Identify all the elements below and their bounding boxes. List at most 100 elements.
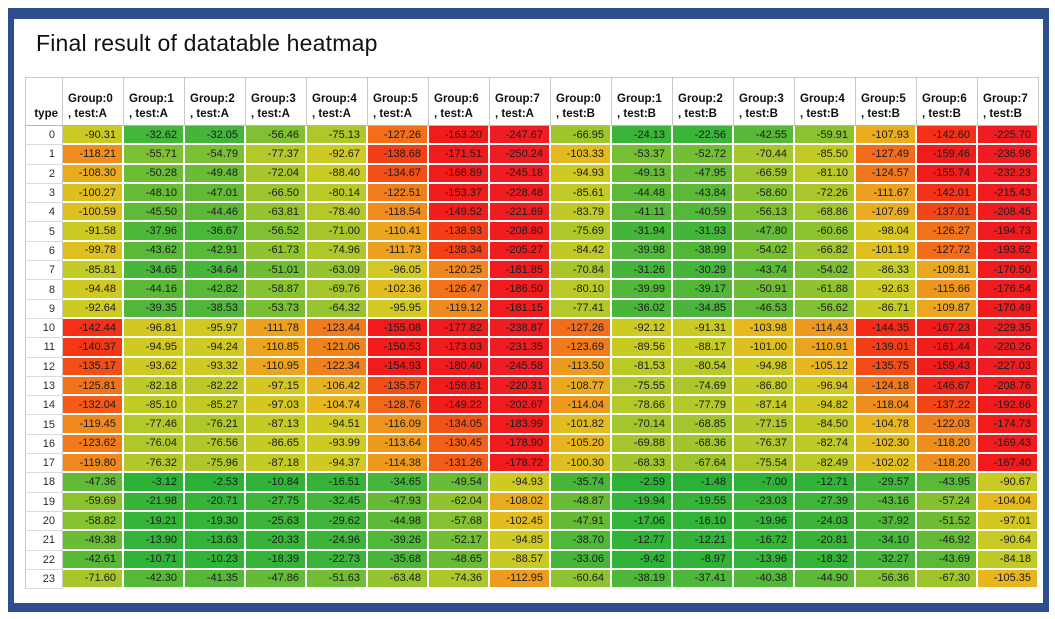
heatmap-cell: -47.01 <box>185 183 246 204</box>
heatmap-cell: -76.21 <box>185 415 246 435</box>
heatmap-cell: -127.26 <box>368 126 429 146</box>
heatmap-cell: -124.57 <box>856 164 917 184</box>
heatmap-cell: -163.20 <box>429 126 490 146</box>
heatmap-cell: -138.68 <box>368 145 429 165</box>
heatmap-cell: -54.79 <box>185 145 246 165</box>
column-header-group-label: Group:4 <box>312 93 357 105</box>
heatmap-cell: -110.41 <box>368 222 429 242</box>
heatmap-cell: -231.35 <box>490 338 551 358</box>
heatmap-cell: -101.82 <box>551 415 612 435</box>
heatmap-cell: -10.84 <box>246 473 307 493</box>
heatmap-cell: -66.95 <box>551 126 612 146</box>
heatmap-cell: -19.94 <box>612 492 673 512</box>
heatmap-cell: -116.09 <box>368 415 429 435</box>
heatmap-cell: -68.86 <box>795 203 856 223</box>
heatmap-cell: -63.81 <box>246 203 307 223</box>
heatmap-cell: -108.30 <box>63 164 124 184</box>
row-label-16: 16 <box>25 434 63 455</box>
heatmap-cell: -21.98 <box>124 492 185 512</box>
heatmap-cell: -71.00 <box>307 222 368 242</box>
heatmap-cell: -87.14 <box>734 396 795 416</box>
heatmap-cell: -174.73 <box>978 415 1039 435</box>
heatmap-cell: -75.13 <box>307 126 368 146</box>
column-header-4: Group:4 , test:A <box>307 77 368 126</box>
column-header-3: Group:3 , test:A <box>246 77 307 126</box>
column-header-8: Group:0 , test:B <box>551 77 612 126</box>
heatmap-cell: -138.93 <box>429 222 490 242</box>
column-header-group-label: Group:5 <box>861 93 906 105</box>
heatmap-cell: -78.66 <box>612 396 673 416</box>
heatmap-cell: -87.18 <box>246 454 307 474</box>
heatmap-cell: -135.17 <box>63 357 124 377</box>
heatmap-cell: -105.20 <box>551 434 612 455</box>
heatmap-cell: -92.67 <box>307 145 368 165</box>
heatmap-cell: -111.67 <box>856 183 917 204</box>
heatmap-cell: -88.17 <box>673 338 734 358</box>
heatmap-cell: -61.88 <box>795 280 856 300</box>
heatmap-cell: -32.45 <box>307 492 368 512</box>
heatmap-cell: -44.98 <box>368 511 429 532</box>
page-title: Final result of datatable heatmap <box>36 30 378 56</box>
heatmap-cell: -135.75 <box>856 357 917 377</box>
heatmap-cell: -78.40 <box>307 203 368 223</box>
heatmap-cell: -89.56 <box>612 338 673 358</box>
heatmap-cell: -39.99 <box>612 280 673 300</box>
heatmap-cell: -245.58 <box>490 357 551 377</box>
heatmap-cell: -24.03 <box>795 511 856 532</box>
heatmap-cell: -110.91 <box>795 338 856 358</box>
heatmap-cell: -18.39 <box>246 550 307 570</box>
column-header-group-label: Group:1 <box>129 93 174 105</box>
heatmap-cell: -39.98 <box>612 241 673 262</box>
heatmap-cell: -102.36 <box>368 280 429 300</box>
heatmap-cell: -193.62 <box>978 241 1039 262</box>
column-header-test-label: , test:B <box>800 108 839 120</box>
heatmap-cell: -66.50 <box>246 183 307 204</box>
column-header-test-label: , test:A <box>190 108 229 120</box>
heatmap-cell: -245.18 <box>490 164 551 184</box>
heatmap-cell: -118.04 <box>856 396 917 416</box>
heatmap-cell: -58.87 <box>246 280 307 300</box>
column-header-group-label: Group:1 <box>617 93 662 105</box>
heatmap-cell: -110.85 <box>246 338 307 358</box>
heatmap-cell: -54.02 <box>734 241 795 262</box>
heatmap-cell: -155.08 <box>368 318 429 339</box>
column-header-test-label: , test:A <box>373 108 412 120</box>
heatmap-cell: -178.90 <box>490 434 551 455</box>
heatmap-cell: -75.69 <box>551 222 612 242</box>
row-label-23: 23 <box>25 569 63 590</box>
column-header-12: Group:4 , test:B <box>795 77 856 126</box>
heatmap-cell: -70.14 <box>612 415 673 435</box>
heatmap-cell: -95.97 <box>185 318 246 339</box>
heatmap-cell: -67.30 <box>917 569 978 590</box>
heatmap-cell: -110.95 <box>246 357 307 377</box>
heatmap-cell: -38.70 <box>551 531 612 551</box>
heatmap-cell: -13.96 <box>734 550 795 570</box>
column-header-test-label: , test:A <box>495 108 534 120</box>
heatmap-cell: -49.38 <box>63 531 124 551</box>
heatmap-cell: -90.67 <box>978 473 1039 493</box>
heatmap-cell: -232.23 <box>978 164 1039 184</box>
column-header-test-label: , test:B <box>678 108 717 120</box>
heatmap-cell: -53.37 <box>612 145 673 165</box>
heatmap-cell: -181.85 <box>490 261 551 281</box>
column-header-13: Group:5 , test:B <box>856 77 917 126</box>
column-header-9: Group:1 , test:B <box>612 77 673 126</box>
heatmap-cell: -32.62 <box>124 126 185 146</box>
heatmap-cell: -84.50 <box>795 415 856 435</box>
heatmap-cell: -32.27 <box>856 550 917 570</box>
heatmap-cell: -142.60 <box>917 126 978 146</box>
heatmap-cell: -118.20 <box>917 454 978 474</box>
heatmap-cell: -57.24 <box>917 492 978 512</box>
heatmap-cell: -75.54 <box>734 454 795 474</box>
row-label-12: 12 <box>25 357 63 377</box>
heatmap-cell: -87.13 <box>246 415 307 435</box>
heatmap-cell: -37.41 <box>673 569 734 590</box>
heatmap-cell: -76.37 <box>734 434 795 455</box>
heatmap-cell: -115.66 <box>917 280 978 300</box>
column-header-group-label: Group:3 <box>739 93 784 105</box>
heatmap-cell: -64.32 <box>307 299 368 319</box>
heatmap-cell: -29.62 <box>307 511 368 532</box>
heatmap-cell: -102.02 <box>856 454 917 474</box>
heatmap-cell: -45.50 <box>124 203 185 223</box>
column-header-test-label: , test:A <box>68 108 107 120</box>
